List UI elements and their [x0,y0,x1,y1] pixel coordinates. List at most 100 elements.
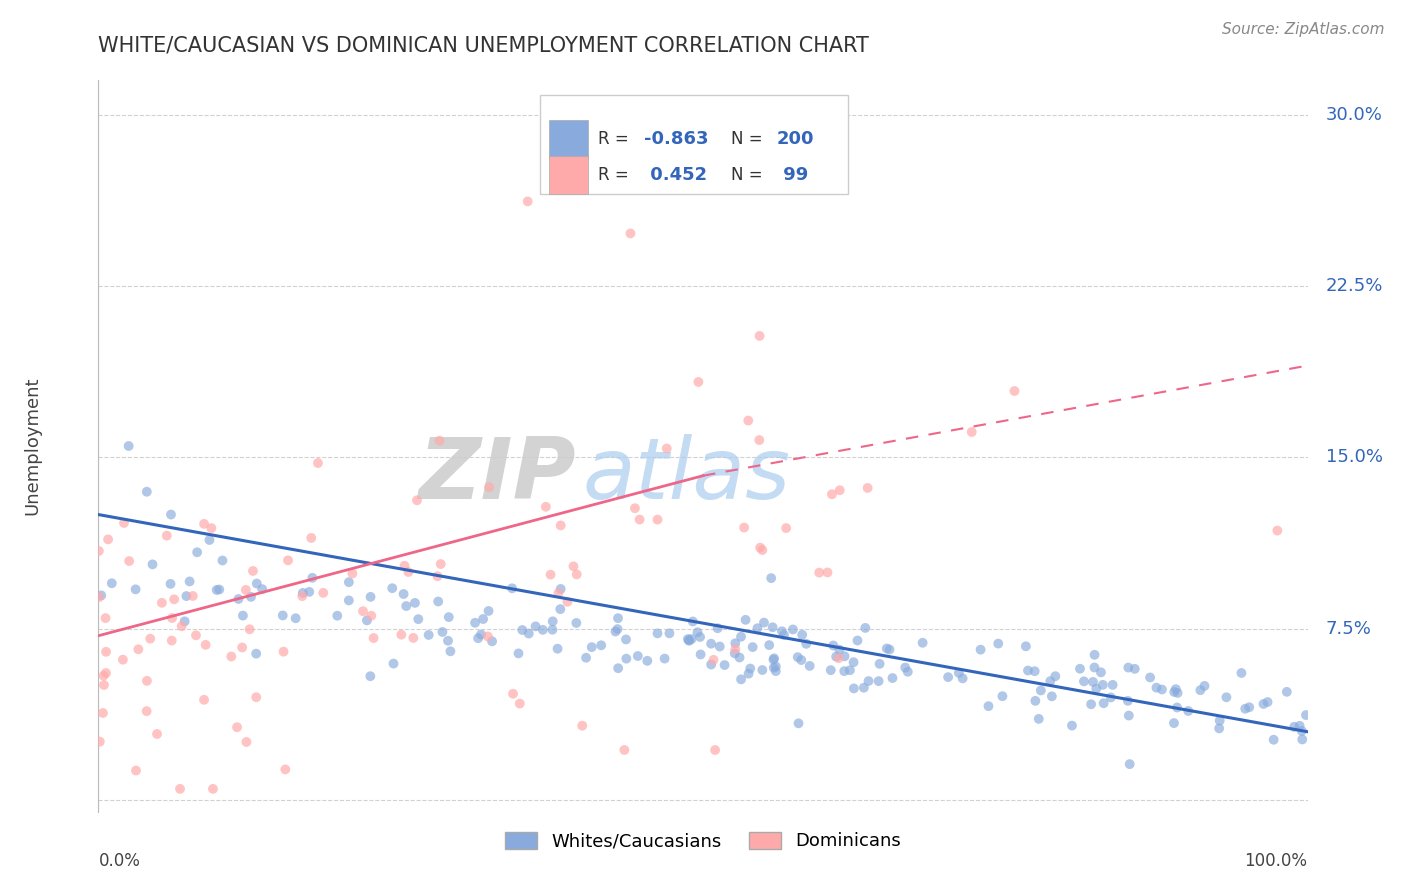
Point [402,631,425,645]
Point [273,645,295,659]
Point [838,663,860,677]
Point [733,520,755,534]
Point [787,716,810,731]
Point [156,528,179,542]
Point [817,566,839,580]
Point [1083,660,1105,674]
Point [842,655,865,669]
Point [534,500,557,514]
Point [87,590,110,604]
Point [271,608,294,623]
FancyBboxPatch shape [540,95,848,194]
Point [724,647,747,661]
Point [762,661,785,675]
Point [517,626,540,640]
Point [1282,720,1305,734]
Point [547,641,569,656]
Point [312,586,335,600]
Point [429,557,451,571]
Point [124,582,146,597]
Point [842,681,865,696]
Point [1080,697,1102,711]
Point [759,571,782,585]
Point [734,613,756,627]
Point [1288,719,1310,733]
Point [408,612,430,626]
Point [820,663,842,677]
Point [245,690,267,705]
Point [547,586,569,600]
Point [991,690,1014,704]
Point [235,735,257,749]
Point [418,628,440,642]
Point [730,673,752,687]
Text: R =: R = [598,130,634,148]
Point [541,623,564,637]
Point [894,660,917,674]
Point [763,651,786,665]
Point [952,671,974,685]
Point [794,637,817,651]
Point [176,589,198,603]
Point [101,576,124,591]
Point [752,615,775,630]
Point [709,640,731,654]
Point [541,615,564,629]
Point [571,719,593,733]
Point [647,626,669,640]
Point [136,673,159,688]
Point [762,620,785,634]
Point [508,647,530,661]
Point [291,586,314,600]
Point [724,642,747,657]
Point [1028,712,1050,726]
Point [277,553,299,567]
Point [825,649,848,664]
Point [1139,670,1161,684]
Point [619,227,641,241]
Point [749,541,772,555]
Text: R =: R = [598,167,634,185]
Point [392,587,415,601]
Point [1073,674,1095,689]
Point [911,636,934,650]
Point [614,651,637,665]
Point [426,569,449,583]
Text: atlas: atlas [582,434,790,516]
Point [678,633,700,648]
Point [834,649,856,664]
Point [869,657,891,671]
Point [91,706,114,720]
Point [1039,674,1062,689]
Point [737,666,759,681]
Point [186,545,208,559]
Point [226,720,249,734]
Point [198,533,221,547]
Point [524,619,547,633]
Point [748,433,770,447]
Point [337,575,360,590]
Point [565,567,588,582]
Point [1194,679,1216,693]
Point [828,642,851,657]
Point [1090,665,1112,680]
Point [352,604,374,618]
Point [111,653,134,667]
Point [160,611,183,625]
Point [252,582,274,596]
Text: WHITE/CAUCASIAN VS DOMINICAN UNEMPLOYMENT CORRELATION CHART: WHITE/CAUCASIAN VS DOMINICAN UNEMPLOYMEN… [98,36,869,55]
Point [868,674,890,689]
Point [682,615,704,629]
Point [1015,640,1038,654]
Point [1024,694,1046,708]
Point [977,699,1000,714]
Point [1257,695,1279,709]
Point [765,664,787,678]
Point [607,661,630,675]
Point [208,582,231,597]
Point [1092,696,1115,710]
Point [389,628,412,642]
Point [139,632,162,646]
Point [960,425,983,439]
Point [565,615,588,630]
